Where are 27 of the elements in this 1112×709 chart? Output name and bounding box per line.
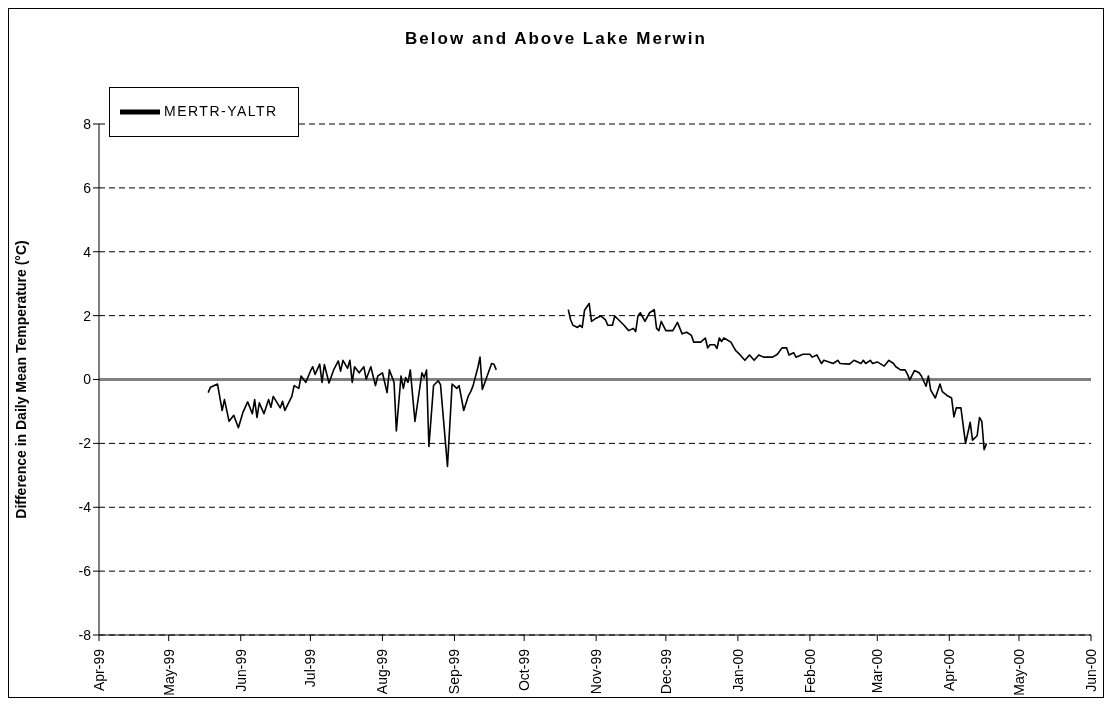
y-axis-title: Difference in Daily Mean Temperature (°C) bbox=[12, 240, 29, 519]
x-tick-label: Aug-99 bbox=[374, 648, 391, 695]
x-tick-label: Jun-00 bbox=[1083, 648, 1099, 692]
x-tick-label: May-99 bbox=[160, 648, 177, 696]
x-tick-label: Apr-00 bbox=[941, 648, 958, 692]
x-tick-label: Sep-99 bbox=[446, 648, 463, 695]
x-tick-label: Oct-99 bbox=[516, 648, 533, 692]
x-tick-label: Jul-99 bbox=[302, 648, 319, 688]
y-tick-label: 2 bbox=[83, 307, 92, 324]
y-tick-label: 6 bbox=[83, 179, 92, 196]
x-tick-label: Jan-00 bbox=[729, 648, 746, 692]
y-tick-label: -6 bbox=[78, 563, 92, 580]
x-tick-label: Apr-99 bbox=[91, 648, 107, 692]
y-tick-label: 4 bbox=[83, 243, 92, 260]
legend-label: MERTR-YALTR bbox=[164, 102, 278, 119]
x-tick-label: Mar-00 bbox=[869, 648, 886, 694]
x-tick-label: Feb-00 bbox=[801, 648, 818, 694]
y-tick-label: -8 bbox=[78, 626, 92, 643]
x-tick-label: May-00 bbox=[1010, 648, 1027, 696]
y-tick-label: 0 bbox=[83, 371, 92, 388]
y-tick-label: 8 bbox=[83, 115, 92, 132]
y-tick-label: -2 bbox=[78, 435, 92, 452]
x-tick-label: Nov-99 bbox=[588, 648, 605, 695]
x-tick-label: Jun-99 bbox=[232, 648, 249, 692]
chart-title: Below and Above Lake Merwin bbox=[404, 29, 708, 49]
y-tick-label: -4 bbox=[78, 499, 92, 516]
x-tick-label: Dec-99 bbox=[657, 648, 674, 695]
